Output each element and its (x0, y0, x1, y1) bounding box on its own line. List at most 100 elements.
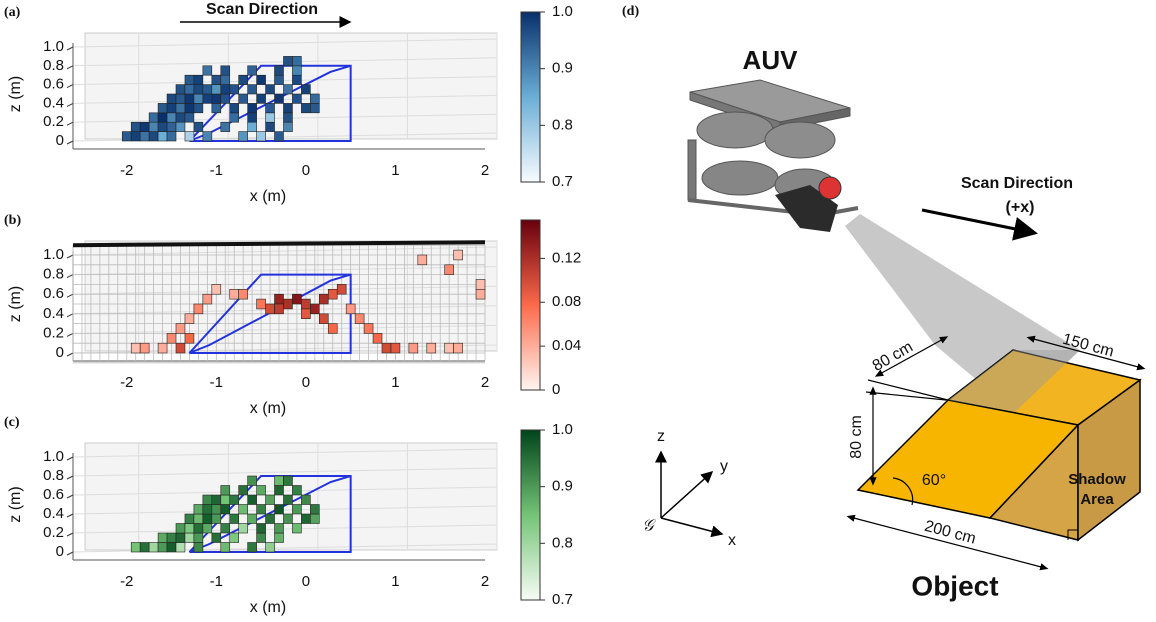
voxel (283, 513, 293, 524)
voxel (157, 542, 168, 553)
voxel (238, 93, 248, 104)
voxel (229, 103, 239, 114)
voxel (238, 288, 248, 300)
voxel (229, 532, 239, 543)
voxel (265, 103, 275, 114)
voxel (247, 542, 257, 553)
grid-line (72, 246, 498, 256)
voxel (148, 131, 159, 142)
voxel (283, 103, 293, 114)
voxel (202, 494, 213, 505)
y-tick-label: 0.2 (43, 113, 64, 130)
colorbar-tick-label: 1.0 (552, 421, 573, 438)
x-tick-label: -2 (120, 573, 133, 590)
y-tick-label: 0.6 (43, 76, 64, 93)
voxel (256, 298, 266, 310)
shadow-label: Shadow (1068, 471, 1126, 488)
voxel (444, 342, 454, 354)
voxel (211, 103, 222, 114)
voxel (265, 513, 275, 524)
voxel (202, 65, 213, 76)
voxel (184, 93, 195, 104)
voxel (175, 523, 186, 534)
voxel (139, 542, 150, 553)
y-tick (66, 513, 74, 518)
panel: 0 0.2 0.4 0.6 0.8 1.0 -2 -1 0 1 2 (c) x (m) z (m) 0.7 0… (4, 415, 573, 616)
x-tick-label: -2 (120, 374, 133, 391)
x-tick-label: 2 (481, 374, 489, 391)
voxel (408, 342, 419, 354)
y-tick-label: 1.0 (43, 246, 64, 263)
voxel (202, 293, 213, 305)
colorbar-tick-label: 0.7 (552, 591, 573, 608)
voxel (265, 84, 275, 95)
voxel (193, 504, 204, 515)
grid-line (72, 467, 498, 477)
voxel (283, 494, 293, 505)
voxel (139, 121, 150, 132)
x-tick-label: -2 (120, 162, 133, 179)
x-axis-label: x (m) (250, 188, 286, 205)
voxel (229, 112, 239, 123)
voxel (166, 121, 177, 132)
voxel (292, 74, 302, 85)
y-tick (66, 494, 74, 499)
y-tick (66, 456, 74, 461)
voxel (238, 523, 248, 534)
colorbar (520, 429, 541, 601)
x-tick-label: -1 (210, 374, 223, 391)
y-tick (66, 84, 74, 89)
panel: 0 0.2 0.4 0.6 0.8 1.0 -2 -1 0 1 2 (b) x (m) z (m) 0 0.0… (4, 213, 581, 417)
scan-axis: (+x) (1006, 199, 1035, 216)
y-tick-label: 0.4 (43, 305, 64, 322)
voxel (292, 523, 302, 534)
scan-direction: Scan Direction (961, 175, 1073, 192)
voxel (166, 103, 177, 114)
grid-line (72, 486, 498, 496)
x-tick-label: 1 (391, 573, 399, 590)
voxel (381, 342, 392, 354)
voxel (193, 542, 204, 553)
x-tick-label: 0 (302, 573, 310, 590)
voxel (202, 131, 213, 142)
voxel (274, 65, 284, 76)
voxel (175, 532, 186, 543)
dim-depth: 80 cm (870, 339, 916, 376)
dimension-lines (846, 335, 1146, 571)
voxel (211, 74, 222, 85)
colorbar-tick-label: 0.8 (552, 116, 573, 133)
y-axis-label: z (m) (7, 76, 24, 112)
voxel (265, 542, 275, 553)
y-tick (66, 102, 74, 107)
voxel (184, 523, 195, 534)
voxel (274, 475, 284, 486)
voxel (229, 288, 239, 300)
grid-line (72, 524, 498, 534)
dim-height: 80 cm (848, 415, 865, 459)
voxel (157, 112, 168, 123)
voxel (148, 112, 159, 123)
voxel (444, 264, 454, 275)
voxel (301, 308, 311, 319)
voxel (220, 485, 231, 496)
voxel (327, 323, 338, 334)
y-tick (66, 532, 74, 537)
colorbar-tick-label: 0.9 (552, 478, 573, 495)
grid-line (72, 76, 498, 86)
voxel (238, 504, 248, 515)
voxel (247, 65, 257, 76)
voxel (193, 523, 204, 534)
y-tick-label: 0 (56, 543, 64, 560)
voxel (229, 84, 239, 95)
angle-label: 60° (922, 472, 946, 489)
voxel (211, 504, 222, 515)
voxel (238, 131, 248, 142)
x-tick-label: 2 (481, 162, 489, 179)
voxel (220, 121, 231, 132)
voxel (175, 121, 186, 132)
annotation: Scan Direction (206, 1, 318, 18)
voxel (175, 342, 186, 354)
y-axis-label: z (m) (7, 286, 24, 322)
colorbar-tick-label: 0.9 (552, 60, 573, 77)
voxel (157, 342, 168, 354)
